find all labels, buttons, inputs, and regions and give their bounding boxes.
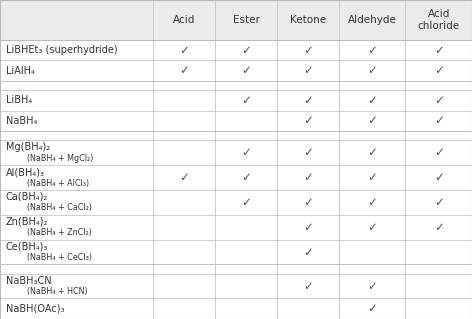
Text: Ca(BH₄)₂: Ca(BH₄)₂ xyxy=(6,192,48,202)
Text: LiAlH₄: LiAlH₄ xyxy=(6,66,34,76)
Text: ✓: ✓ xyxy=(303,94,313,107)
Text: Ketone: Ketone xyxy=(290,15,326,25)
Text: Ester: Ester xyxy=(233,15,260,25)
Text: ✓: ✓ xyxy=(179,64,189,77)
Text: ✓: ✓ xyxy=(303,279,313,293)
Text: ✓: ✓ xyxy=(303,171,313,184)
Text: ✓: ✓ xyxy=(241,64,251,77)
Text: Acid
chloride: Acid chloride xyxy=(418,9,460,31)
Text: ✓: ✓ xyxy=(241,94,251,107)
Text: (NaBH₄ + AlCl₃): (NaBH₄ + AlCl₃) xyxy=(27,179,89,188)
Text: ✓: ✓ xyxy=(434,196,444,209)
Text: Acid: Acid xyxy=(173,15,195,25)
Text: LiBH₄: LiBH₄ xyxy=(6,95,32,105)
Text: ✓: ✓ xyxy=(179,44,189,57)
Text: ✓: ✓ xyxy=(367,94,377,107)
Text: ✓: ✓ xyxy=(367,279,377,293)
Text: ✓: ✓ xyxy=(179,171,189,184)
Text: (NaBH₄ + ZnCl₂): (NaBH₄ + ZnCl₂) xyxy=(27,228,92,237)
Text: ✓: ✓ xyxy=(241,44,251,57)
Text: ✓: ✓ xyxy=(303,221,313,234)
Text: NaBH(OAc)₃: NaBH(OAc)₃ xyxy=(6,304,64,314)
Text: ✓: ✓ xyxy=(367,196,377,209)
Text: ✓: ✓ xyxy=(434,44,444,57)
Text: ✓: ✓ xyxy=(434,221,444,234)
Text: ✓: ✓ xyxy=(434,146,444,159)
Text: Ce(BH₄)₃: Ce(BH₄)₃ xyxy=(6,241,48,252)
Text: ✓: ✓ xyxy=(434,115,444,127)
Text: NaBH₄: NaBH₄ xyxy=(6,116,37,126)
Text: ✓: ✓ xyxy=(303,115,313,127)
Text: ✓: ✓ xyxy=(434,64,444,77)
Text: ✓: ✓ xyxy=(434,94,444,107)
Text: ✓: ✓ xyxy=(241,171,251,184)
Text: ✓: ✓ xyxy=(367,221,377,234)
Text: ✓: ✓ xyxy=(367,44,377,57)
Text: ✓: ✓ xyxy=(303,146,313,159)
Text: ✓: ✓ xyxy=(241,196,251,209)
Text: ✓: ✓ xyxy=(303,44,313,57)
Text: (NaBH₄ + CaCl₂): (NaBH₄ + CaCl₂) xyxy=(27,204,92,212)
Text: Aldehyde: Aldehyde xyxy=(348,15,396,25)
Text: ✓: ✓ xyxy=(367,64,377,77)
Text: (NaBH₄ + HCN): (NaBH₄ + HCN) xyxy=(27,287,87,296)
Text: Zn(BH₄)₂: Zn(BH₄)₂ xyxy=(6,217,48,227)
Text: ✓: ✓ xyxy=(434,171,444,184)
Text: ✓: ✓ xyxy=(241,146,251,159)
Text: ✓: ✓ xyxy=(367,115,377,127)
Text: ✓: ✓ xyxy=(303,246,313,258)
Text: Al(BH₄)₃: Al(BH₄)₃ xyxy=(6,167,45,177)
Text: LiBHEt₃ (superhydride): LiBHEt₃ (superhydride) xyxy=(6,45,117,55)
Text: ✓: ✓ xyxy=(303,64,313,77)
Text: ✓: ✓ xyxy=(367,302,377,315)
Text: ✓: ✓ xyxy=(367,146,377,159)
Bar xyxy=(0,0,472,40)
Text: NaBH₃CN: NaBH₃CN xyxy=(6,276,51,286)
Text: Mg(BH₄)₂: Mg(BH₄)₂ xyxy=(6,142,50,152)
Text: ✓: ✓ xyxy=(367,171,377,184)
Text: ✓: ✓ xyxy=(303,196,313,209)
Text: (NaBH₄ + MgCl₂): (NaBH₄ + MgCl₂) xyxy=(27,154,93,163)
Text: (NaBH₄ + CeCl₃): (NaBH₄ + CeCl₃) xyxy=(27,253,92,262)
